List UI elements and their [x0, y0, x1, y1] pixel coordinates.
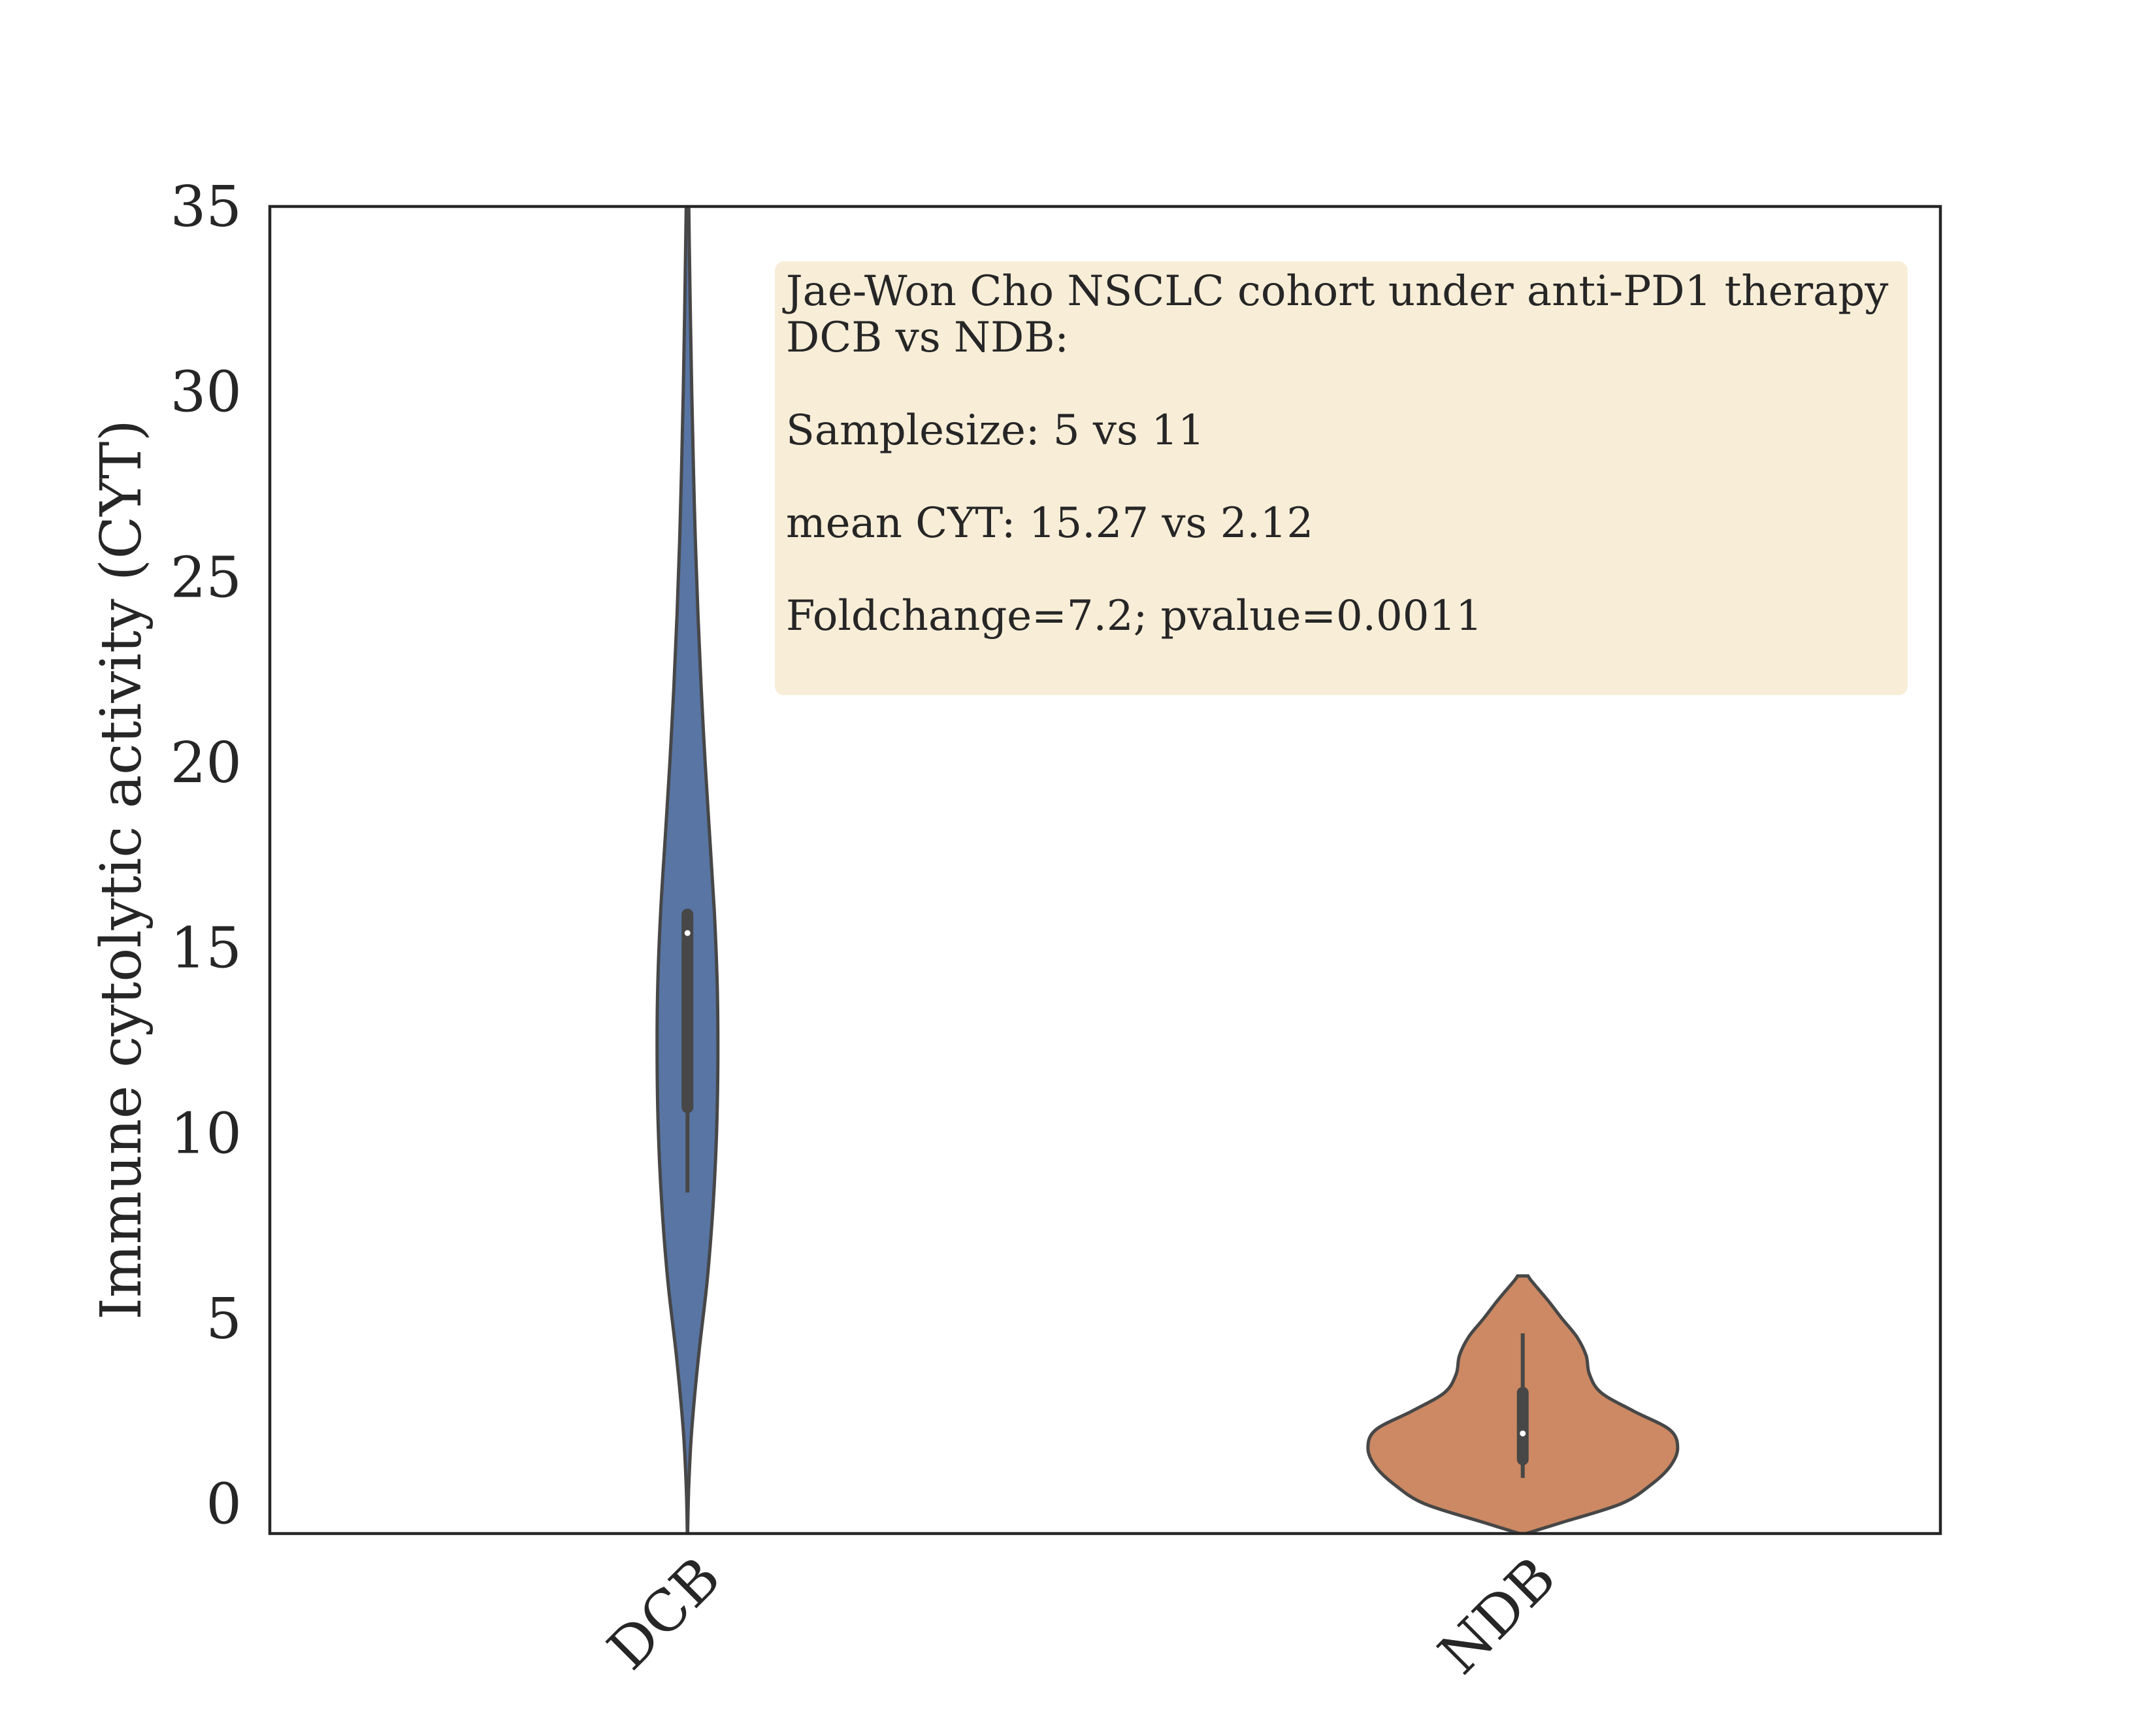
- median-dcb: [684, 930, 691, 936]
- box-markers: [681, 908, 1529, 1478]
- plot-frame: [268, 205, 1942, 1536]
- annotation-line: Samplesize: 5 vs 11: [786, 406, 1205, 455]
- y-tick-label: 20: [171, 731, 242, 796]
- y-tick-label: 0: [206, 1472, 242, 1537]
- y-axis: 0 5 10 15 20 25 30 35: [171, 174, 242, 1537]
- violin-dcb: [655, 206, 720, 1534]
- x-axis: DCB NDB: [595, 1545, 1568, 1686]
- annotation-box: Jae-Won Cho NSCLC cohort under anti-PD1 …: [775, 261, 1908, 695]
- annotation-line: mean CYT: 15.27 vs 2.12: [786, 499, 1313, 548]
- y-tick-label: 30: [171, 360, 242, 425]
- y-axis-label: Immune cytolytic activity (CYT): [89, 419, 154, 1320]
- y-tick-label: 15: [171, 916, 242, 981]
- annotation-line: DCB vs NDB:: [786, 314, 1069, 362]
- y-tick-label: 35: [171, 174, 242, 240]
- annotation-background: [775, 261, 1908, 695]
- x-tick-label-ndb: NDB: [1426, 1545, 1568, 1686]
- median-ndb: [1520, 1430, 1526, 1437]
- y-tick-label: 25: [171, 545, 242, 610]
- y-tick-label: 10: [171, 1101, 242, 1166]
- y-tick-label: 5: [206, 1287, 242, 1352]
- annotation-line: Jae-Won Cho NSCLC cohort under anti-PD1 …: [782, 267, 1888, 316]
- x-tick-label-dcb: DCB: [595, 1545, 733, 1683]
- annotation-line: Foldchange=7.2; pvalue=0.0011: [786, 592, 1482, 640]
